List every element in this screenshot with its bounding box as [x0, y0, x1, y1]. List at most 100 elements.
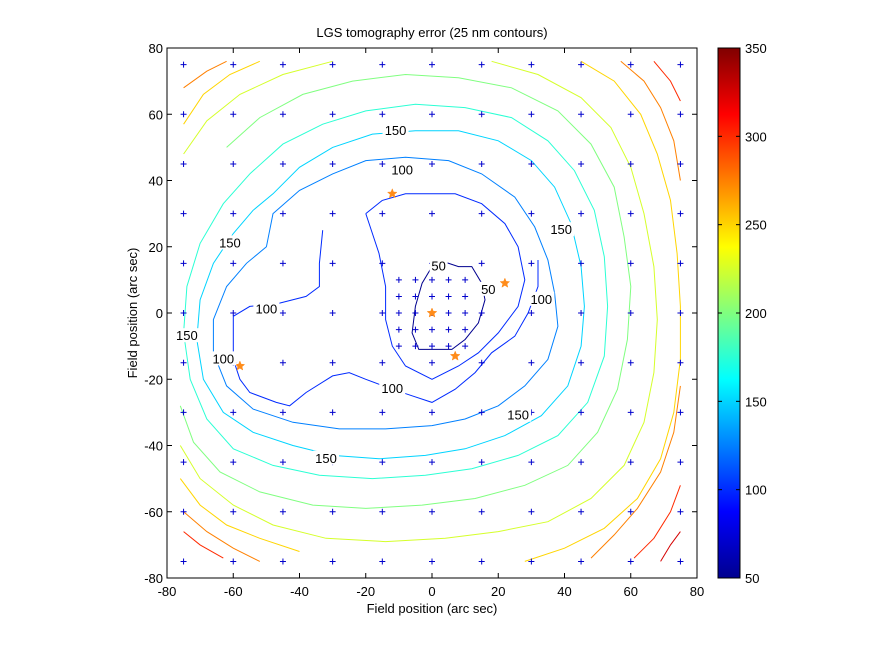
contour-line-50-0: [411, 259, 486, 350]
grid-marker: [329, 111, 336, 118]
y-tick-label: 40: [149, 174, 163, 189]
grid-marker: [329, 260, 336, 267]
contour-label: 150: [507, 408, 529, 423]
grid-marker: [677, 508, 684, 515]
contour-line-175-5: [183, 103, 609, 480]
grid-marker: [329, 61, 336, 68]
grid-marker: [429, 359, 435, 366]
grid-marker: [279, 111, 286, 118]
colorbar-tick-label: 300: [745, 129, 767, 144]
y-tick-label: 20: [149, 240, 163, 255]
contour-line-325-19: [660, 531, 681, 562]
grid-marker: [279, 61, 286, 68]
grid-marker: [578, 508, 585, 515]
grid-marker: [230, 508, 237, 515]
grid-marker: [627, 260, 634, 267]
grid-marker: [379, 310, 386, 316]
grid-marker: [279, 409, 286, 416]
grid-marker: [279, 359, 286, 366]
grid-marker: [627, 459, 634, 466]
x-tick-label: -60: [224, 584, 243, 599]
grid-marker: [329, 359, 336, 366]
grid-marker: [478, 409, 485, 416]
grid-marker: [578, 111, 585, 118]
contour-label-bg: [382, 122, 409, 137]
grid-marker: [528, 508, 535, 515]
y-axis-ticks: -80 -60 -40 -20 0 20 40 60 80: [144, 41, 697, 586]
grid-marker: [329, 409, 336, 416]
grid-marker: [429, 111, 435, 118]
grid-marker: [230, 260, 237, 267]
grid-marker: [329, 210, 336, 217]
contour-label: 100: [212, 351, 234, 366]
grid-marker: [379, 409, 386, 416]
grid-marker: [627, 558, 634, 565]
grid-marker: [627, 508, 634, 515]
grid-marker: [279, 210, 286, 217]
grid-marker: [528, 260, 535, 267]
grid-marker: [578, 210, 585, 217]
inner-grid-marker: [445, 276, 452, 283]
inner-grid-marker: [429, 293, 435, 300]
contour-label-bg: [173, 328, 200, 343]
guide-star-marker: [426, 307, 438, 318]
grid-marker: [180, 558, 187, 565]
contour-label-bg: [389, 162, 416, 177]
grid-marker: [180, 459, 187, 466]
contour-label-bg: [528, 291, 555, 306]
grid-marker: [528, 459, 535, 466]
contour-label: 100: [381, 381, 403, 396]
inner-grid-marker: [395, 310, 402, 316]
grid-marker: [528, 558, 535, 565]
grid-marker: [578, 310, 585, 316]
grid-marker: [677, 409, 684, 416]
contour-label: 100: [530, 292, 552, 307]
grid-marker: [329, 508, 336, 515]
colorbar-tick-label: 100: [745, 483, 767, 498]
inner-grid-marker: [412, 343, 419, 350]
colorbar-tick-label: 350: [745, 41, 767, 56]
grid-marker: [627, 310, 634, 316]
grid-marker: [379, 160, 386, 167]
contour-label: 150: [219, 235, 241, 250]
grid-marker: [677, 260, 684, 267]
grid-marker: [578, 558, 585, 565]
inner-grid-marker: [445, 293, 452, 300]
grid-marker: [230, 310, 237, 316]
grid-marker: [429, 508, 435, 515]
grid-marker: [478, 210, 485, 217]
grid-marker: [578, 359, 585, 366]
inner-grid-marker: [412, 293, 419, 300]
x-tick-label: 0: [428, 584, 435, 599]
grid-marker: [627, 111, 634, 118]
grid-marker: [279, 459, 286, 466]
inner-grid-marker: [462, 310, 469, 316]
grid-marker: [279, 160, 286, 167]
grid-marker: [528, 160, 535, 167]
grid-marker: [180, 359, 187, 366]
grid-marker: [478, 310, 485, 316]
grid-marker: [578, 459, 585, 466]
inner-grid-marker: [445, 343, 452, 350]
grid-marker: [279, 508, 286, 515]
grid-marker: [180, 160, 187, 167]
contour-labels: 150 100 150 150 50 50 100 100 150 100 100 150 150: [173, 122, 575, 466]
grid-marker: [528, 310, 535, 316]
contour-label: 150: [385, 123, 407, 138]
grid-marker: [230, 160, 237, 167]
grid-marker: [478, 160, 485, 167]
grid-marker: [329, 310, 336, 316]
y-tick-label: 0: [156, 306, 163, 321]
grid-marker: [230, 111, 237, 118]
grid-marker: [379, 508, 386, 515]
grid-marker: [429, 459, 435, 466]
inner-grid-marker: [412, 276, 419, 283]
grid-marker: [429, 61, 435, 68]
x-tick-label: 40: [557, 584, 571, 599]
grid-marker: [677, 160, 684, 167]
grid-marker: [627, 359, 634, 366]
contour-line-275-14: [590, 385, 681, 559]
inner-grid-marker: [462, 343, 469, 350]
grid-marker: [677, 61, 684, 68]
grid-marker: [180, 409, 187, 416]
